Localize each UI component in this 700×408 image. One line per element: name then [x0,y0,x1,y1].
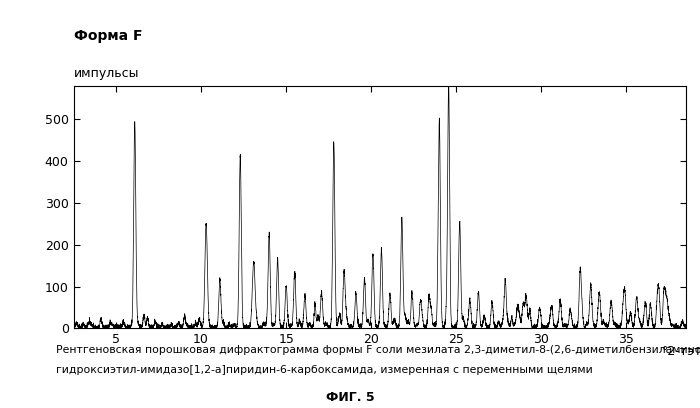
Text: импульсы: импульсы [74,67,139,80]
Text: гидроксиэтил-имидазо[1,2-a]пиридин-6-карбоксамида, измеренная с переменными щеля: гидроксиэтил-имидазо[1,2-a]пиридин-6-кар… [56,365,593,375]
Text: ФИГ. 5: ФИГ. 5 [326,391,374,404]
Text: Форма F: Форма F [74,29,142,43]
Text: Рентгеновская порошковая дифрактограмма формы F соли мезилата 2,3-диметил-8-(2,6: Рентгеновская порошковая дифрактограмма … [56,345,700,355]
X-axis label: °2-тэта: °2-тэта [662,346,700,359]
